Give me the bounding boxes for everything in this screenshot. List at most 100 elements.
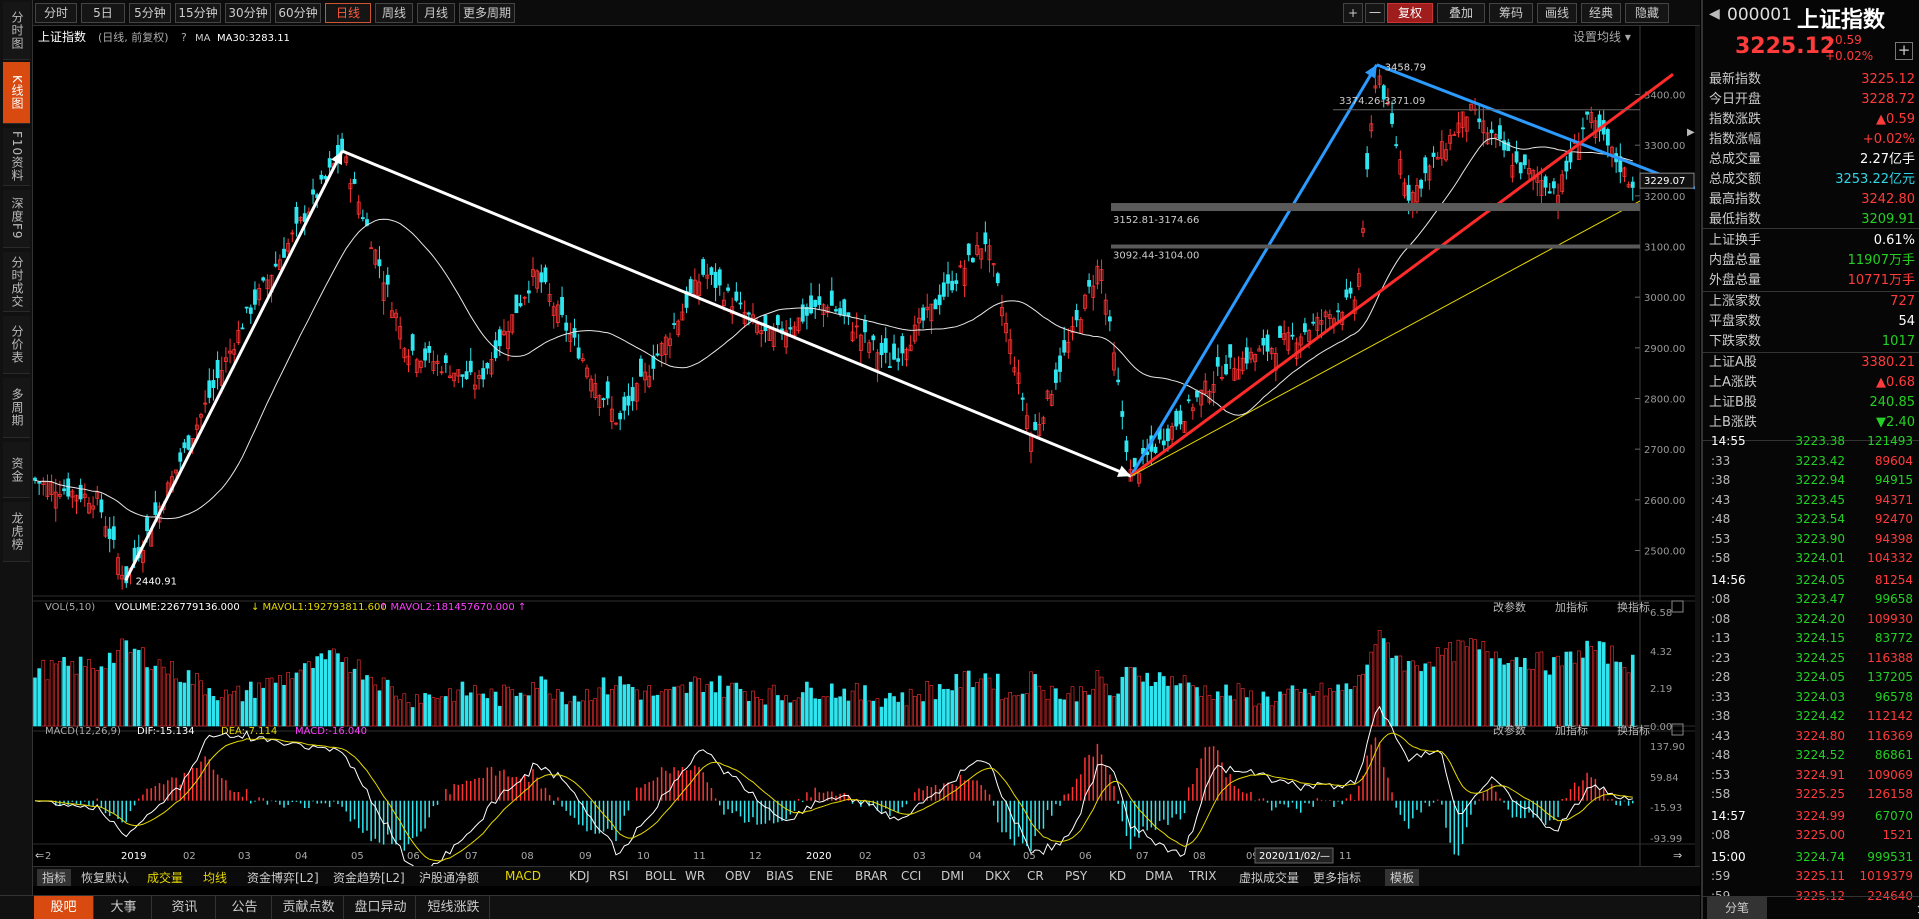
tick-time: :53 — [1711, 531, 1731, 546]
indicator-tab-22[interactable]: DMA — [1145, 869, 1173, 883]
volume-bar — [120, 638, 124, 727]
left-nav-item-0[interactable]: 分时图 — [3, 2, 30, 60]
period-button-5[interactable]: 60分钟 — [275, 3, 321, 23]
candle-body — [1074, 310, 1079, 321]
vol-pane-button-2[interactable]: 换指标 — [1617, 600, 1650, 614]
indicator-tab-1[interactable]: 恢复默认 — [81, 871, 130, 885]
indicator-tab-2[interactable]: 成交量 — [147, 871, 184, 885]
indicator-tab-8[interactable]: KDJ — [569, 869, 590, 883]
macd-pane-button-1[interactable]: 加指标 — [1555, 723, 1588, 737]
volume-bar — [78, 656, 83, 727]
tool-button-1[interactable]: 叠加 — [1437, 3, 1485, 23]
indicator-tab-24[interactable]: 虚拟成交量 — [1239, 871, 1300, 885]
add-icon[interactable]: + — [1895, 42, 1913, 60]
bottom-tab-1[interactable]: 大事 — [96, 896, 152, 919]
zoom-in-button[interactable]: + — [1343, 3, 1363, 23]
tick-volume: 121493 — [1867, 434, 1913, 448]
indicator-tab-25[interactable]: 更多指标 — [1313, 871, 1362, 885]
left-nav-item-8[interactable]: 龙虎榜 — [3, 502, 30, 562]
indicator-tab-13[interactable]: BIAS — [766, 869, 794, 883]
period-button-9[interactable]: 更多周期 — [459, 3, 515, 23]
left-nav-item-5[interactable]: 分价表 — [3, 316, 30, 374]
indicator-tab-16[interactable]: CCI — [901, 869, 922, 883]
indicator-tab-17[interactable]: DMI — [941, 869, 965, 883]
indicator-tab-14[interactable]: ENE — [809, 869, 834, 883]
candle-body — [311, 189, 315, 195]
tool-button-5[interactable]: 隐藏 — [1625, 3, 1669, 23]
tick-row: :43 3224.80 116369 — [1707, 727, 1917, 746]
period-button-6[interactable]: 日线 — [325, 3, 371, 23]
tool-button-0[interactable]: 复权 — [1387, 3, 1433, 23]
candle-body — [705, 274, 710, 279]
ma-settings-button[interactable]: 设置均线 ▾ — [1573, 30, 1631, 44]
indicator-tab-7[interactable]: MACD — [505, 869, 541, 883]
indicator-tab-26[interactable]: 模板 — [1385, 869, 1420, 886]
period-button-4[interactable]: 30分钟 — [225, 3, 271, 23]
macd-pane-button-2[interactable]: 换指标 — [1617, 723, 1650, 737]
indicator-tab-5[interactable]: 资金趋势[L2] — [333, 871, 405, 885]
indicator-tab-0[interactable]: 指标 — [37, 869, 72, 886]
left-nav-item-3[interactable]: 深度F9 — [3, 190, 30, 248]
scroll-right-icon[interactable]: ▶ — [1687, 127, 1695, 138]
macd-pane-button-0[interactable]: 改参数 — [1493, 723, 1526, 737]
bottom-tab-4[interactable]: 贡献点数 — [274, 896, 344, 919]
x-axis-label-6: 06 — [407, 851, 420, 862]
indicator-tab-21[interactable]: KD — [1109, 869, 1127, 883]
x-scroll-left-icon[interactable]: ⇐ — [35, 849, 44, 862]
chart-scrollbar[interactable] — [1695, 26, 1700, 866]
period-button-8[interactable]: 月线 — [417, 3, 455, 23]
volume-bar — [1191, 685, 1195, 727]
bottom-tab-6[interactable]: 短线涨跌 — [418, 896, 490, 919]
indicator-tab-11[interactable]: WR — [685, 869, 706, 883]
collapse-arrow-icon[interactable]: ◀ — [1709, 6, 1720, 22]
tool-button-4[interactable]: 经典 — [1581, 3, 1621, 23]
indicator-tab-3[interactable]: 均线 — [203, 871, 228, 885]
indicator-tab-18[interactable]: DKX — [985, 869, 1011, 883]
period-button-2[interactable]: 5分钟 — [129, 3, 171, 23]
x-axis-label-8: 08 — [521, 851, 534, 862]
indicator-tab-19[interactable]: CR — [1027, 869, 1044, 883]
quote-bottom-tab-2[interactable]: 分价 — [1899, 897, 1919, 919]
vol-close-icon[interactable] — [1671, 600, 1684, 613]
quote-bottom-tab-1[interactable] — [1803, 897, 1823, 919]
left-nav-item-2[interactable]: F10资料 — [3, 128, 30, 186]
indicator-tab-23[interactable]: TRIX — [1189, 869, 1217, 883]
candle-body — [1510, 165, 1515, 178]
candle-body — [551, 306, 556, 316]
zoom-out-button[interactable]: 一 — [1365, 3, 1385, 23]
indicator-tab-15[interactable]: BRAR — [855, 869, 888, 883]
vol-pane-button-1[interactable]: 加指标 — [1555, 600, 1588, 614]
x-axis-label-12: 12 — [749, 851, 762, 862]
macd-close-icon[interactable] — [1671, 723, 1684, 736]
tick-volume: 94371 — [1874, 492, 1913, 507]
period-button-7[interactable]: 周线 — [375, 3, 413, 23]
indicator-tab-9[interactable]: RSI — [609, 869, 629, 883]
volume-bar — [1494, 651, 1498, 727]
indicator-tab-4[interactable]: 资金博弈[L2] — [247, 871, 319, 885]
left-nav-item-1[interactable]: K线图 — [3, 62, 30, 124]
vol-pane-button-0[interactable]: 改参数 — [1493, 600, 1526, 614]
period-button-0[interactable]: 分时 — [35, 3, 77, 23]
bottom-tab-2[interactable]: 资讯 — [154, 896, 216, 919]
trend-line-down-2020 — [1376, 63, 1700, 192]
left-nav-item-7[interactable]: 资金 — [3, 442, 30, 498]
kline-chart[interactable]: 上证指数 (日线, 前复权)? MA MA30:3283.11 设置均线 ▾ 3400.0… — [33, 26, 1700, 866]
period-button-1[interactable]: 5日 — [81, 3, 125, 23]
volume-bar — [634, 689, 639, 727]
bottom-tab-5[interactable]: 盘口异动 — [346, 896, 416, 919]
indicator-tab-20[interactable]: PSY — [1065, 869, 1088, 883]
indicator-tab-6[interactable]: 沪股通净额 — [419, 871, 480, 885]
bottom-tab-0[interactable]: 股吧 — [34, 896, 94, 919]
tool-button-3[interactable]: 画线 — [1537, 3, 1577, 23]
quote-bottom-tab-0[interactable]: 分笔 — [1707, 897, 1767, 919]
help-icon[interactable]: ? — [181, 31, 187, 44]
bottom-tab-3[interactable]: 公告 — [218, 896, 272, 919]
left-nav-item-4[interactable]: 分时成交 — [3, 252, 30, 312]
indicator-tab-12[interactable]: OBV — [725, 869, 751, 883]
period-button-3[interactable]: 15分钟 — [175, 3, 221, 23]
x-scroll-right-icon[interactable]: ⇒ — [1673, 849, 1682, 862]
indicator-tab-10[interactable]: BOLL — [645, 869, 676, 883]
candle-body — [460, 374, 465, 377]
tool-button-2[interactable]: 筹码 — [1489, 3, 1533, 23]
left-nav-item-6[interactable]: 多周期 — [3, 378, 30, 438]
